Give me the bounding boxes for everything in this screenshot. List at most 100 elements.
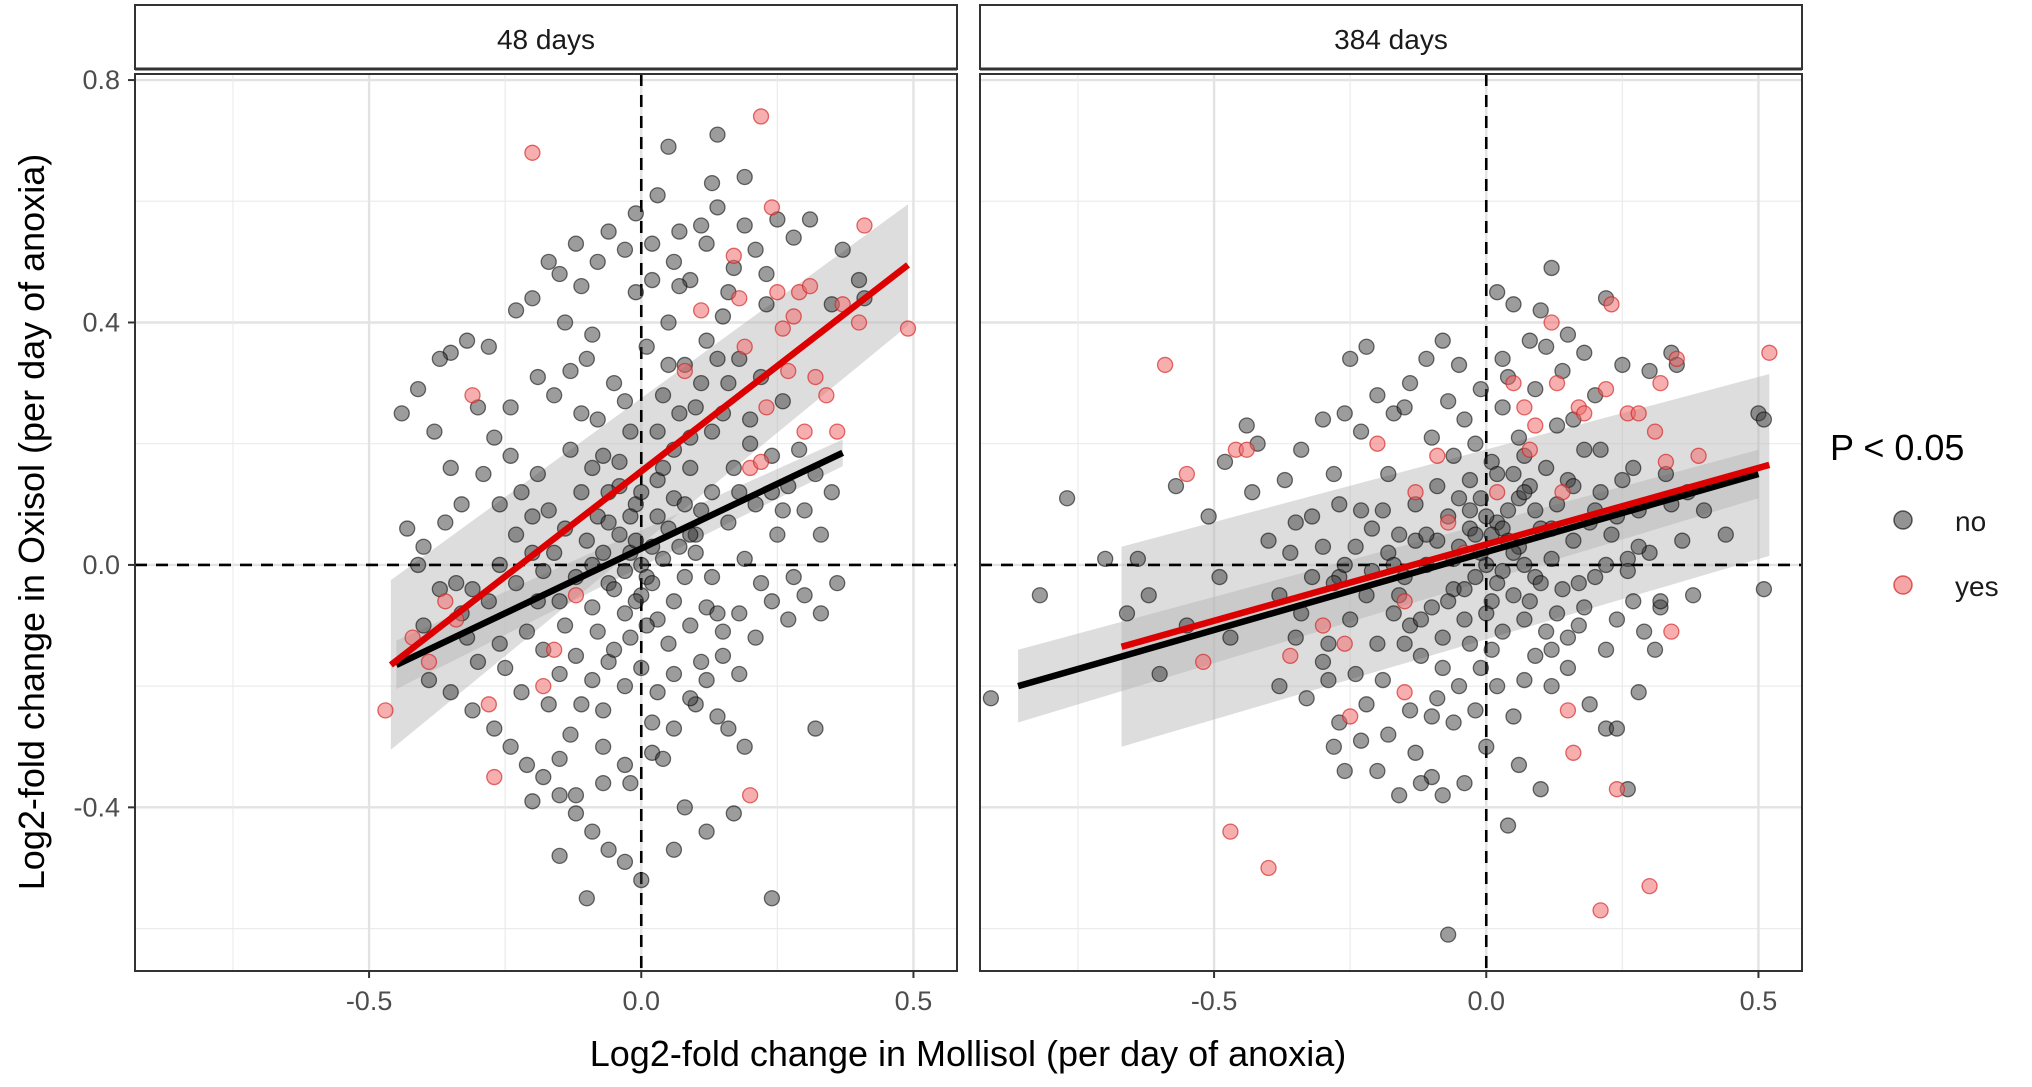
point-no [1489,465,1506,483]
point-no [497,659,514,677]
x-tick: 0.5 [1740,971,1777,1016]
point-no [709,199,726,216]
point-no [676,799,693,816]
point-yes [1440,514,1457,531]
point-no [1521,593,1538,610]
point-yes [763,199,781,216]
point-no [1570,617,1587,634]
point-no [535,768,552,786]
point-no [1597,556,1615,574]
point-no [692,217,710,234]
x-tick: 0.5 [895,971,932,1016]
point-no [698,671,715,689]
point-no [600,841,617,858]
point-no [1592,484,1609,501]
point-no [1369,387,1386,404]
point-no [834,241,851,258]
point-no [649,423,666,440]
point-no [589,253,606,271]
point-no [1118,605,1136,622]
point-no [1603,526,1620,543]
point-no [1374,671,1391,689]
point-no [1031,587,1049,604]
point-no [562,726,579,743]
point-no [573,696,590,713]
point-no [611,526,628,543]
point-no [1516,484,1533,501]
point-no [469,653,487,671]
point-yes [1282,647,1299,664]
point-no [1559,326,1577,343]
y-axis: -0.4 0.0 0.4 0.8 [73,65,135,822]
ci-ribbon-yes [390,204,909,750]
point-no [1140,587,1157,604]
point-no [644,714,661,731]
point-yes [1554,484,1571,501]
point-no [1303,508,1321,525]
point-no [437,514,454,531]
point-no [1625,459,1642,477]
point-yes [807,368,824,386]
point-no [578,532,595,549]
point-no [584,459,601,477]
point-no [725,805,742,822]
point-no [1489,284,1506,301]
point-no [627,284,644,301]
point-no [409,381,427,398]
point-no [1592,441,1609,458]
point-no [1216,453,1234,471]
point-yes [1222,823,1239,840]
point-no [812,605,830,622]
point-no [801,211,819,228]
point-no [507,302,525,319]
point-yes [1761,344,1778,361]
point-no [420,671,438,689]
point-no [1450,677,1468,695]
point-yes [676,362,693,380]
strip-48-days [134,4,958,70]
point-no [595,702,612,719]
point-no [1548,605,1566,622]
point-no [1412,647,1430,664]
point-no [431,350,448,368]
point-no [638,617,655,634]
point-no [1494,623,1511,640]
point-no [1537,338,1555,355]
point-no [1608,611,1626,628]
point-no [540,253,557,271]
data-points [982,259,1778,943]
panel-title: 48 days [497,24,595,55]
point-no [1456,611,1473,628]
y-tick: 0.4 [82,307,135,337]
point-no [1478,508,1495,525]
panel-border [979,73,1803,972]
point-no [649,508,666,525]
point-no [1576,599,1593,616]
point-yes [1369,435,1386,452]
point-yes [1543,314,1560,331]
point-no [1429,477,1446,495]
point-no [1516,556,1533,574]
point-yes [377,702,394,719]
point-yes [785,308,802,325]
point-no [1396,399,1413,416]
point-no [1576,344,1593,361]
point-no [1401,702,1419,719]
point-no [633,659,650,677]
point-no [622,508,639,525]
point-yes [1195,653,1212,671]
point-no [644,235,661,252]
point-no [1570,574,1587,592]
point-no [1674,532,1691,549]
point-no [731,665,748,683]
point-no [399,520,416,537]
point-no [763,890,781,907]
fit-line-yes [1120,461,1771,650]
point-no [486,720,503,737]
y-tick-label: 0.4 [82,307,120,337]
point-no [758,265,775,283]
point-no [1472,381,1489,398]
point-no [600,223,617,240]
fit-line-no [1017,470,1760,690]
point-no [1478,738,1495,755]
